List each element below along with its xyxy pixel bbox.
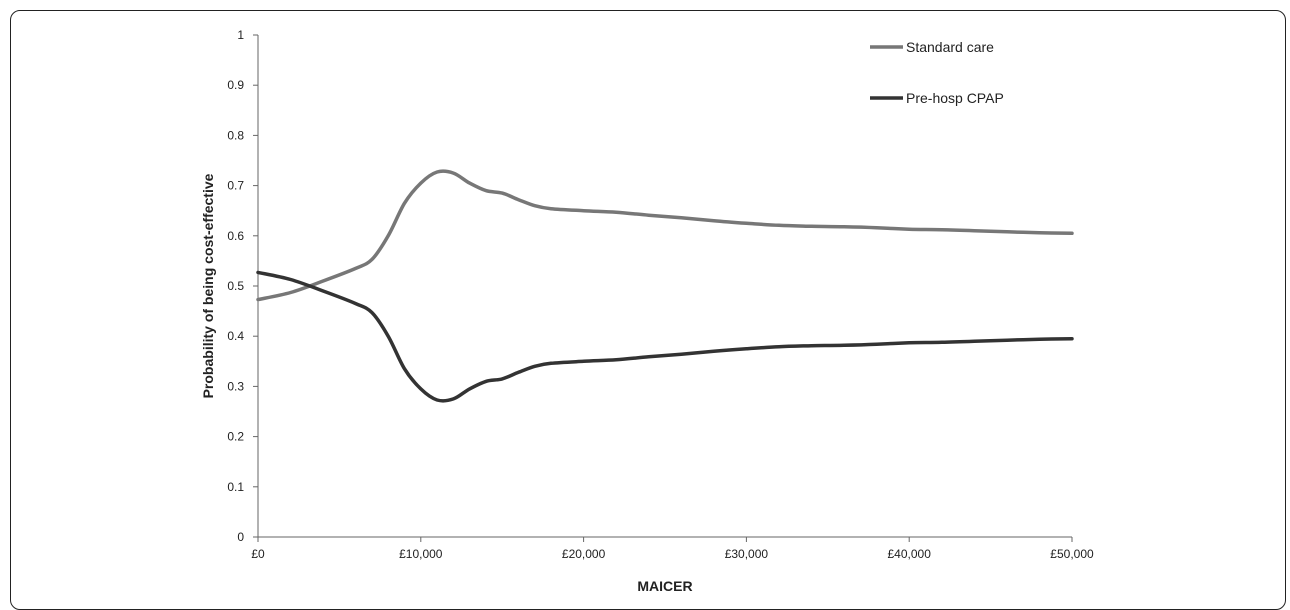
series-line-pre-hosp-cpap xyxy=(256,270,1074,403)
series-line-standard-care xyxy=(256,169,1074,302)
legend-label-standard-care: Standard care xyxy=(906,39,994,55)
x-tick-label: £10,000 xyxy=(399,547,443,561)
y-axis-title: Probability of being cost-effective xyxy=(200,173,216,398)
y-tick-label: 0 xyxy=(237,530,244,544)
y-tick-label: 0.1 xyxy=(227,480,244,494)
y-tick-label: 0.8 xyxy=(227,128,244,142)
y-tick-label: 0.4 xyxy=(227,329,244,343)
y-tick-label: 0.3 xyxy=(227,379,244,393)
x-tick-label: £20,000 xyxy=(562,547,606,561)
x-tick-label: £30,000 xyxy=(725,547,769,561)
x-tick-label: £50,000 xyxy=(1050,547,1094,561)
y-tick-label: 1 xyxy=(237,28,244,42)
legend: Standard care Pre-hosp CPAP xyxy=(870,39,1004,106)
axes: 0 0.1 0.2 0.3 0.4 0.5 0.6 0.7 0.8 0.9 1 £0 £10,000 £2… xyxy=(227,28,1094,561)
y-tick-label: 0.6 xyxy=(227,229,244,243)
x-tick-label: £0 xyxy=(251,547,265,561)
x-axis-title: MAICER xyxy=(637,578,692,594)
legend-label-pre-hosp-cpap: Pre-hosp CPAP xyxy=(906,90,1004,106)
y-tick-label: 0.2 xyxy=(227,430,244,444)
y-tick-label: 0.7 xyxy=(227,179,244,193)
y-tick-label: 0.9 xyxy=(227,78,244,92)
y-tick-label: 0.5 xyxy=(227,279,244,293)
cost-effectiveness-chart: 0 0.1 0.2 0.3 0.4 0.5 0.6 0.7 0.8 0.9 1 £0 £10,000 £2… xyxy=(200,28,1094,594)
series-lines xyxy=(256,169,1074,403)
x-tick-label: £40,000 xyxy=(888,547,932,561)
